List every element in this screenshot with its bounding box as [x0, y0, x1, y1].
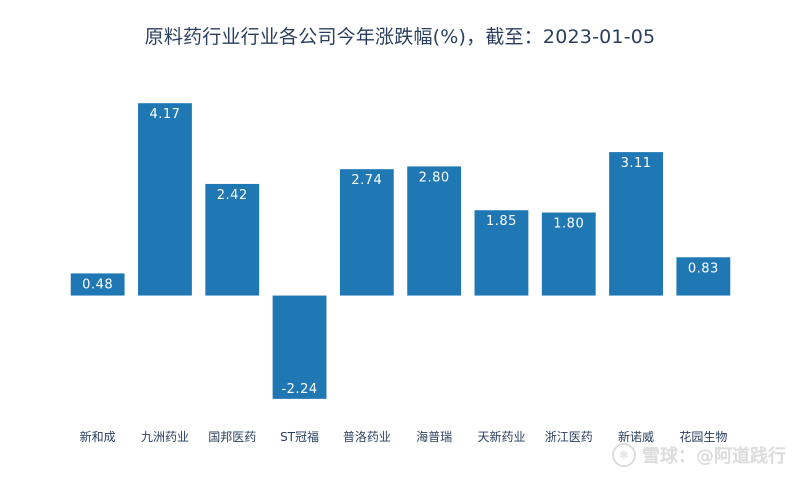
x-tick-label-5: 海普瑞: [416, 429, 452, 444]
bar-4: [339, 169, 394, 296]
snowball-logo-icon: ❄: [612, 443, 636, 467]
x-tick-label-9: 花园生物: [679, 429, 727, 444]
value-label-2: 2.42: [217, 188, 248, 203]
watermark: ❄ 雪球：@阿道践行: [612, 442, 786, 468]
x-tick-label-0: 新和成: [80, 429, 116, 444]
x-tick-label-8: 新诺威: [618, 429, 654, 444]
x-tick-labels-layer: 新和成 九洲药业 国邦医药 ST冠福 普洛药业 海普瑞 天新药业 浙江医药 新诺威 花园生物: [80, 429, 728, 444]
value-label-1: 4.17: [149, 107, 180, 122]
bar-9: [676, 257, 731, 296]
value-label-7: 1.80: [553, 217, 584, 232]
x-tick-label-6: 天新药业: [477, 429, 525, 444]
bar-2: [205, 183, 260, 296]
x-tick-label-4: 普洛药业: [343, 429, 391, 444]
x-tick-label-3: ST冠福: [280, 429, 319, 444]
bar-3: [272, 295, 327, 399]
bar-0: [70, 273, 125, 296]
value-label-8: 3.11: [621, 156, 652, 171]
value-label-5: 2.80: [419, 170, 450, 185]
watermark-text: 雪球：@阿道践行: [642, 446, 786, 467]
x-tick-label-1: 九洲药业: [141, 430, 189, 444]
chart-title: 原料药行业行业各公司今年涨跌幅(%)，截至：2023-01-05: [144, 26, 656, 48]
value-label-6: 1.85: [486, 214, 517, 229]
x-tick-label-7: 浙江医药: [545, 430, 593, 444]
value-label-0: 0.48: [82, 277, 113, 292]
value-label-3: -2.24: [281, 382, 317, 397]
bar-1: [138, 103, 192, 296]
value-labels-layer: 0.48 4.17 2.42 -2.24 2.74 2.80 1.85 1.80 3.11 0.8…: [82, 107, 719, 397]
bar-8: [609, 152, 663, 296]
value-label-9: 0.83: [688, 261, 719, 276]
bar-7: [541, 212, 596, 296]
bar-5: [407, 166, 462, 296]
value-label-4: 2.74: [351, 173, 382, 188]
bars-layer: [70, 103, 731, 399]
x-tick-label-2: 国邦医药: [208, 430, 256, 444]
bar-6: [474, 210, 529, 296]
